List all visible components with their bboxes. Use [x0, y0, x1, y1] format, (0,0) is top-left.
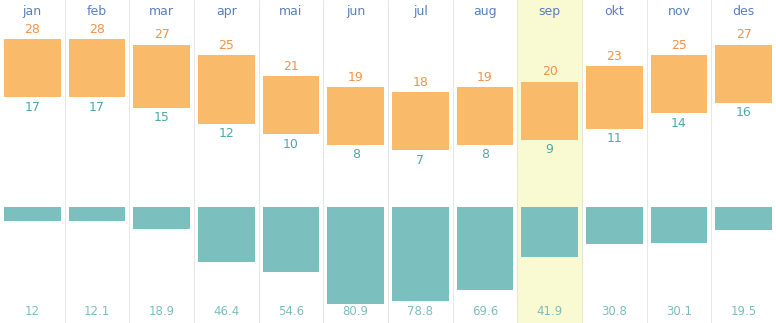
Bar [4, 39, 61, 98]
Text: 46.4: 46.4 [213, 305, 240, 318]
Bar [586, 207, 643, 244]
Text: 27: 27 [154, 28, 170, 41]
Bar [262, 76, 320, 134]
Bar [715, 207, 772, 230]
Text: 12.1: 12.1 [84, 305, 110, 318]
Text: 28: 28 [89, 23, 105, 36]
Bar [456, 207, 514, 290]
Text: 15: 15 [154, 111, 170, 124]
Bar [327, 87, 384, 145]
Text: des: des [733, 5, 755, 18]
Text: 54.6: 54.6 [278, 305, 304, 318]
Text: 18.9: 18.9 [149, 305, 175, 318]
Text: jun: jun [346, 5, 365, 18]
Bar [586, 66, 643, 129]
Bar [715, 45, 772, 103]
Text: 20: 20 [542, 65, 558, 78]
Text: mar: mar [149, 5, 174, 18]
Bar [68, 207, 126, 221]
Bar [262, 207, 320, 272]
Text: aug: aug [473, 5, 497, 18]
Text: 25: 25 [671, 39, 687, 52]
Text: sep: sep [539, 5, 561, 18]
Text: 18: 18 [412, 76, 428, 89]
Text: 30.8: 30.8 [601, 305, 627, 318]
Bar [133, 207, 190, 229]
Text: jul: jul [413, 5, 428, 18]
Text: 11: 11 [607, 132, 622, 145]
Text: 17: 17 [24, 101, 40, 114]
Text: 14: 14 [671, 117, 687, 130]
Text: 16: 16 [736, 106, 751, 119]
Text: 30.1: 30.1 [666, 305, 692, 318]
Text: jan: jan [23, 5, 42, 18]
Bar [521, 207, 578, 257]
Text: 21: 21 [283, 60, 299, 73]
Text: 27: 27 [736, 28, 752, 41]
Text: 69.6: 69.6 [472, 305, 498, 318]
Text: feb: feb [87, 5, 107, 18]
Text: 12: 12 [219, 127, 234, 140]
Text: 28: 28 [24, 23, 40, 36]
Bar [4, 207, 61, 221]
Bar [392, 92, 449, 150]
Text: 41.9: 41.9 [536, 305, 563, 318]
Bar [198, 207, 255, 262]
Text: 10: 10 [283, 138, 299, 151]
Text: 19.5: 19.5 [731, 305, 757, 318]
Text: 17: 17 [89, 101, 105, 114]
Text: 7: 7 [417, 153, 424, 167]
Bar [68, 39, 126, 98]
Text: mai: mai [279, 5, 303, 18]
Text: okt: okt [605, 5, 624, 18]
Text: 12: 12 [25, 305, 40, 318]
Bar [650, 207, 708, 243]
Bar [518, 0, 582, 323]
Text: 9: 9 [546, 143, 553, 156]
Text: 19: 19 [477, 71, 493, 84]
Bar [133, 45, 190, 108]
Text: 80.9: 80.9 [343, 305, 369, 318]
Bar [456, 87, 514, 145]
Bar [198, 55, 255, 124]
Bar [392, 207, 449, 301]
Text: apr: apr [216, 5, 237, 18]
Text: 25: 25 [218, 39, 234, 52]
Bar [327, 207, 384, 304]
Bar [650, 55, 708, 113]
Text: 8: 8 [352, 148, 359, 161]
Text: 23: 23 [607, 49, 622, 63]
Bar [521, 82, 578, 140]
Text: 19: 19 [348, 71, 363, 84]
Text: 78.8: 78.8 [407, 305, 433, 318]
Text: 8: 8 [481, 148, 489, 161]
Text: nov: nov [667, 5, 691, 18]
